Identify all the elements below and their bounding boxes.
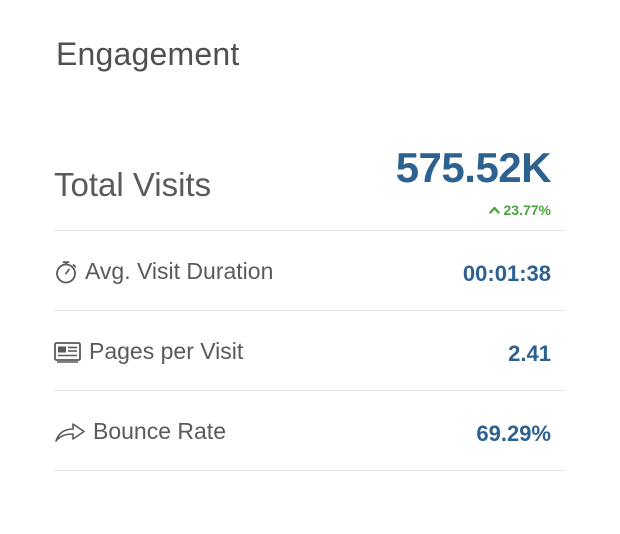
metric-row-bounce-rate: Bounce Rate 69.29% [53,391,565,471]
total-visits-row: Total Visits 575.52K 23.77% [53,140,565,231]
chevron-up-icon [488,206,500,214]
total-visits-change: 23.77% [488,202,551,218]
metric-row-pages-per-visit: Pages per Visit 2.41 [53,311,565,391]
share-arrow-icon [53,420,87,444]
metric-value: 2.41 [508,341,551,366]
metric-value: 00:01:38 [462,261,551,286]
metric-row-avg-visit-duration: Avg. Visit Duration 00:01:38 [53,231,565,311]
total-visits-value: 575.52K [395,144,552,191]
metric-label: Pages per Visit [89,338,244,364]
metric-label: Avg. Visit Duration [85,258,274,284]
stopwatch-icon [53,259,79,285]
change-percentage: 23.77% [503,202,551,218]
pages-icon [53,340,83,364]
total-visits-label: Total Visits [54,166,212,203]
metric-value: 69.29% [476,421,551,446]
metric-label: Bounce Rate [93,418,226,444]
widget-title: Engagement [56,36,240,72]
